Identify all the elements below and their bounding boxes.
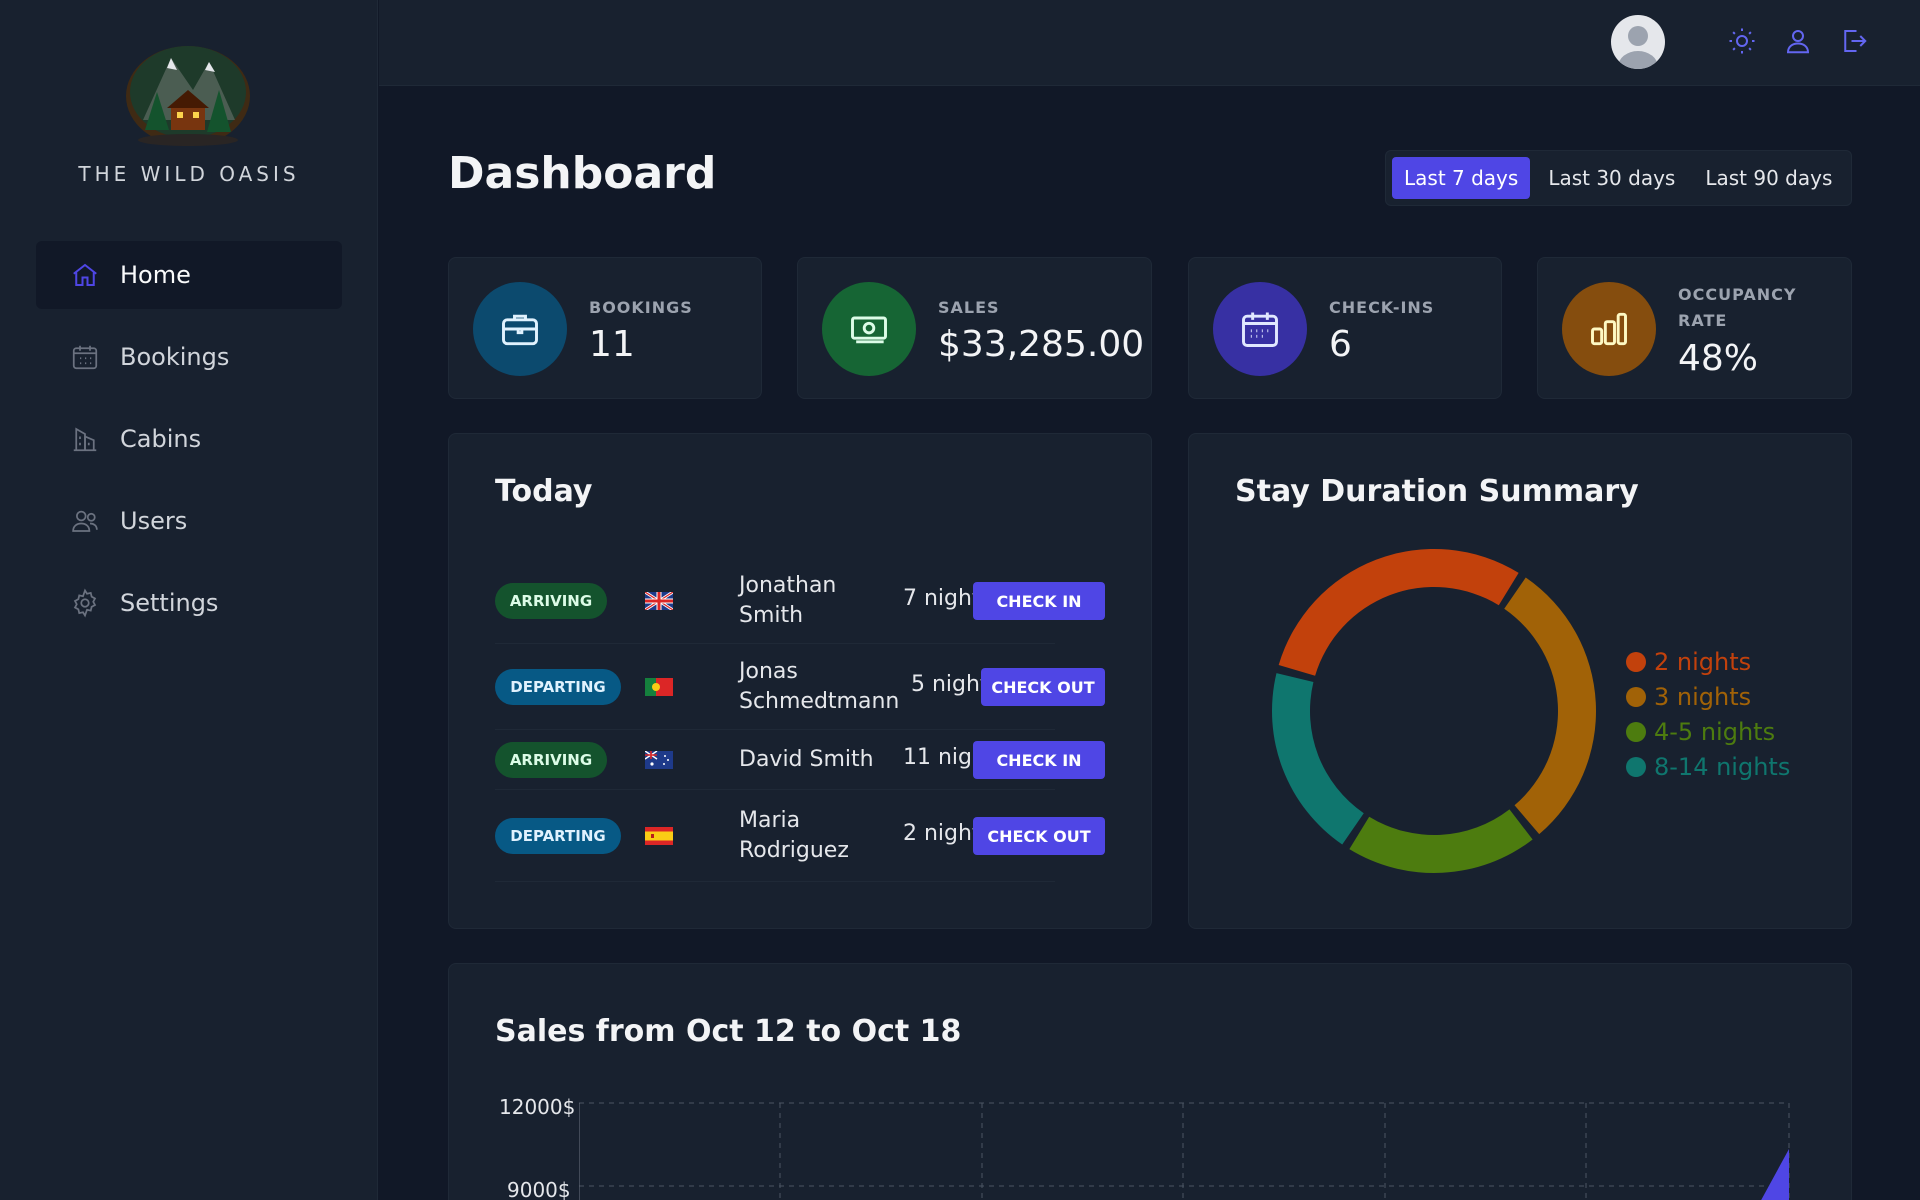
calendar-icon bbox=[72, 345, 98, 370]
brand-name: THE WILD OASIS bbox=[78, 162, 300, 186]
calendar-days-icon bbox=[1242, 312, 1278, 347]
sales-panel: Sales from Oct 12 to Oct 18 12000$ 9000$ bbox=[448, 963, 1852, 1200]
donut-slice[interactable] bbox=[1272, 673, 1364, 845]
nav-item-users[interactable]: Users bbox=[36, 487, 342, 555]
stat-label: BOOKINGS bbox=[589, 298, 693, 317]
nav-item-settings[interactable]: Settings bbox=[36, 569, 342, 637]
stay-duration-panel: Stay Duration Summary bbox=[1188, 433, 1852, 929]
status-badge: ARRIVING bbox=[495, 583, 607, 619]
today-row: ARRIVING David Smith 11 nights CHECK IN bbox=[495, 730, 1105, 790]
users-icon bbox=[72, 510, 98, 532]
avatar[interactable] bbox=[1611, 15, 1665, 69]
today-panel: Today ARRIVING Jonathan Smith 7 nights CH… bbox=[448, 433, 1152, 929]
sales-area bbox=[1761, 1149, 1789, 1200]
stat-label-line2: RATE bbox=[1678, 311, 1728, 330]
gear-icon bbox=[73, 588, 97, 618]
australia-flag-icon bbox=[645, 751, 673, 769]
stat-icon-circle bbox=[1562, 282, 1656, 376]
sales-chart bbox=[579, 1102, 1790, 1200]
nav-label: Bookings bbox=[120, 343, 230, 371]
check-in-button[interactable]: CHECK IN bbox=[973, 741, 1105, 779]
stat-value: 11 bbox=[589, 324, 635, 365]
uk-flag-icon bbox=[645, 592, 673, 610]
top-header bbox=[379, 0, 1920, 86]
stat-icon-circle bbox=[822, 282, 916, 376]
today-row: DEPARTING Maria Rodriguez 2 nights CHECK … bbox=[495, 790, 1105, 882]
nav-label: Settings bbox=[120, 589, 219, 617]
nav-label: Users bbox=[120, 507, 188, 535]
status-badge: DEPARTING bbox=[495, 818, 621, 854]
legend-item: 8-14 nights bbox=[1626, 749, 1790, 784]
stay-duration-donut bbox=[1272, 549, 1596, 873]
today-row: ARRIVING Jonathan Smith 7 nights CHECK IN bbox=[495, 558, 1105, 644]
main-nav: Home Bookings Cabins Users Settings bbox=[36, 241, 342, 651]
status-badge: DEPARTING bbox=[495, 669, 621, 705]
legend-item: 4-5 nights bbox=[1626, 714, 1790, 749]
sun-icon[interactable] bbox=[1727, 26, 1757, 56]
today-row: DEPARTING Jonas Schmedtmann 5 nights CHEC… bbox=[495, 644, 1105, 730]
donut-slice[interactable] bbox=[1278, 549, 1519, 676]
page-title: Dashboard bbox=[448, 148, 717, 199]
donut-slice[interactable] bbox=[1349, 809, 1533, 873]
stay-duration-title: Stay Duration Summary bbox=[1235, 474, 1639, 509]
legend-item: 3 nights bbox=[1626, 679, 1790, 714]
banknotes-icon bbox=[851, 316, 887, 344]
logout-icon[interactable] bbox=[1839, 26, 1869, 56]
stat-value: $33,285.00 bbox=[938, 324, 1145, 365]
nav-label: Cabins bbox=[120, 425, 202, 453]
donut-slice[interactable] bbox=[1504, 577, 1596, 835]
filter-last-90-days[interactable]: Last 90 days bbox=[1705, 166, 1833, 190]
stat-occupancy: OCCUPANCY RATE 48% bbox=[1537, 257, 1852, 399]
home-icon bbox=[73, 263, 97, 286]
y-tick-label: 9000$ bbox=[507, 1178, 571, 1200]
legend-item: 2 nights bbox=[1626, 644, 1790, 679]
user-icon[interactable] bbox=[1783, 26, 1813, 56]
stat-label: CHECK-INS bbox=[1329, 298, 1435, 317]
nav-item-home[interactable]: Home bbox=[36, 241, 342, 309]
spain-flag-icon bbox=[645, 827, 673, 845]
briefcase-icon bbox=[502, 314, 538, 346]
sidebar: THE WILD OASIS Home Bookings Cabins User… bbox=[0, 0, 378, 1200]
chart-bar-icon bbox=[1591, 312, 1627, 346]
check-in-button[interactable]: CHECK IN bbox=[973, 582, 1105, 620]
stat-sales: SALES $33,285.00 bbox=[797, 257, 1152, 399]
portugal-flag-icon bbox=[645, 678, 673, 696]
guest-name: David Smith bbox=[739, 747, 874, 772]
stat-value: 6 bbox=[1329, 324, 1352, 365]
stat-label: OCCUPANCY bbox=[1678, 285, 1797, 304]
nav-label: Home bbox=[120, 261, 191, 289]
date-filter: Last 7 days Last 30 days Last 90 days bbox=[1385, 150, 1852, 206]
today-title: Today bbox=[495, 474, 593, 509]
logo bbox=[123, 40, 253, 148]
nav-item-bookings[interactable]: Bookings bbox=[36, 323, 342, 391]
stat-check-ins: CHECK-INS 6 bbox=[1188, 257, 1502, 399]
guest-name: Jonathan Smith bbox=[739, 573, 837, 628]
status-badge: ARRIVING bbox=[495, 742, 607, 778]
sales-title: Sales from Oct 12 to Oct 18 bbox=[495, 1014, 962, 1049]
filter-last-30-days[interactable]: Last 30 days bbox=[1548, 166, 1676, 190]
y-tick-label: 12000$ bbox=[499, 1095, 576, 1119]
nav-item-cabins[interactable]: Cabins bbox=[36, 405, 342, 473]
stat-label: SALES bbox=[938, 298, 1000, 317]
stat-bookings: BOOKINGS 11 bbox=[448, 257, 762, 399]
stat-value: 48% bbox=[1678, 338, 1759, 379]
stat-icon-circle bbox=[473, 282, 567, 376]
filter-last-7-days[interactable]: Last 7 days bbox=[1392, 157, 1531, 199]
guest-name: Maria Rodriguez bbox=[739, 808, 849, 863]
building-icon bbox=[73, 427, 97, 452]
donut-legend: 2 nights 3 nights 4-5 nights 8-14 nights bbox=[1626, 644, 1790, 784]
check-out-button[interactable]: CHECK OUT bbox=[973, 817, 1105, 855]
check-out-button[interactable]: CHECK OUT bbox=[981, 668, 1105, 706]
guest-name: Jonas Schmedtmann bbox=[739, 659, 900, 714]
stat-icon-circle bbox=[1213, 282, 1307, 376]
